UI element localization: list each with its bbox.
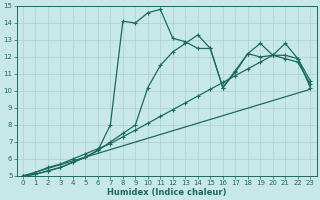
X-axis label: Humidex (Indice chaleur): Humidex (Indice chaleur) <box>107 188 226 197</box>
